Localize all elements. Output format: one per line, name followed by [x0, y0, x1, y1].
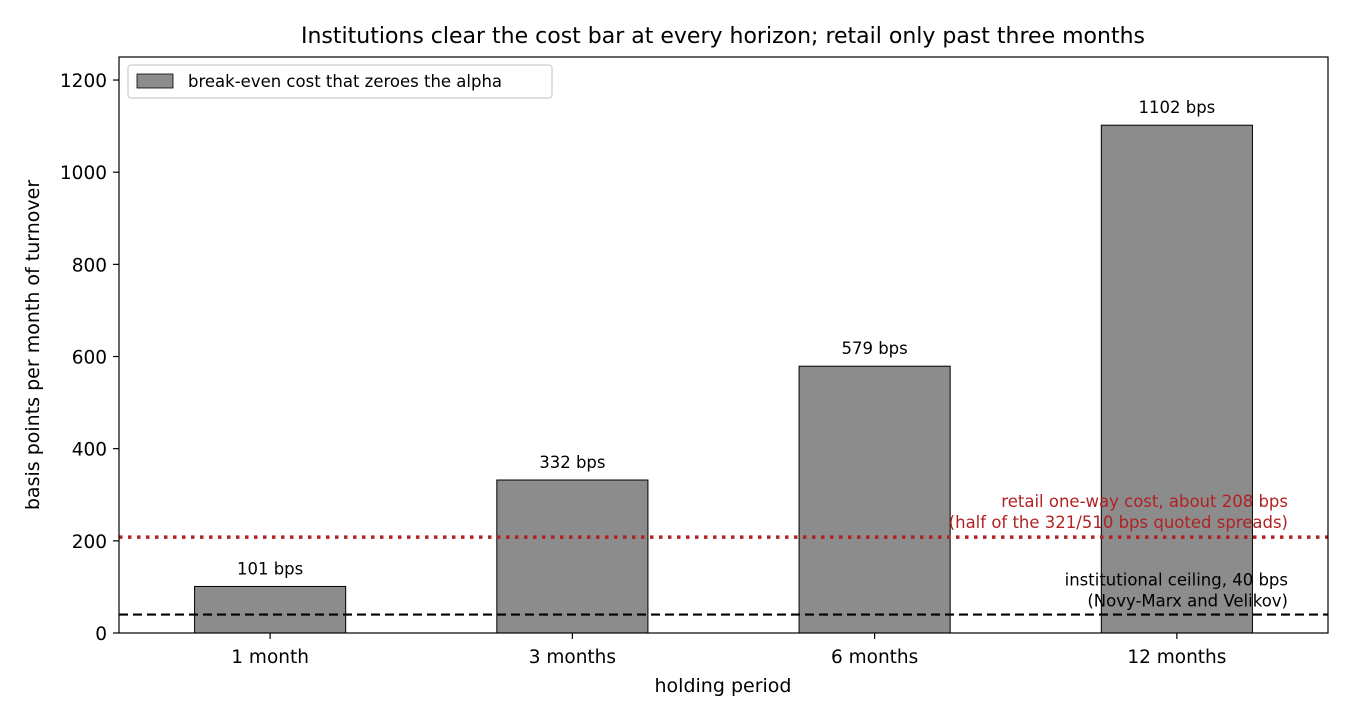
bar-value-label: 579 bps: [841, 339, 907, 358]
bar: [496, 479, 649, 634]
bar: [1100, 124, 1253, 634]
retail-cost-label: retail one-way cost, about 208 bps: [1001, 492, 1288, 511]
bar: [194, 585, 347, 634]
y-tick-label: 1000: [60, 163, 107, 184]
institutional-ceiling-label: institutional ceiling, 40 bps: [1065, 571, 1288, 590]
legend: break-even cost that zeroes the alpha: [127, 64, 553, 99]
bar-value-labels: 101 bps 332 bps 579 bps 1102 bps: [237, 98, 1215, 578]
legend-label: break-even cost that zeroes the alpha: [188, 72, 502, 91]
institutional-ceiling-sublabel: (Novy-Marx and Velikov): [1087, 592, 1288, 611]
x-tick-label: 12 months: [1127, 647, 1226, 668]
bar: [798, 365, 951, 634]
legend-box: [127, 64, 553, 99]
reference-lines: retail one-way cost, about 208 bps (half…: [119, 492, 1328, 616]
legend-swatch: [136, 73, 174, 89]
y-tick-label: 600: [72, 348, 107, 369]
y-axis: 0 200 400 600 800 1000 1200: [60, 71, 119, 645]
x-tick-label: 3 months: [529, 647, 616, 668]
y-axis-label: basis points per month of turnover: [22, 180, 44, 510]
retail-cost-sublabel: (half of the 321/510 bps quoted spreads): [949, 513, 1288, 532]
bar-value-label: 332 bps: [539, 453, 605, 472]
bar-series: [194, 124, 1253, 634]
y-tick-label: 200: [72, 532, 107, 553]
x-axis-label: holding period: [655, 675, 792, 697]
x-axis: 1 month 3 months 6 months 12 months: [231, 633, 1226, 668]
x-tick-label: 6 months: [831, 647, 918, 668]
x-tick-label: 1 month: [231, 647, 309, 668]
y-tick-label: 400: [72, 440, 107, 461]
bar-value-label: 101 bps: [237, 559, 303, 578]
y-tick-label: 800: [72, 255, 107, 276]
y-tick-label: 1200: [60, 71, 107, 92]
chart-title: Institutions clear the cost bar at every…: [301, 24, 1145, 49]
plot-frame: [118, 56, 1329, 634]
bar-value-label: 1102 bps: [1138, 98, 1215, 117]
y-tick-label: 0: [95, 624, 107, 645]
